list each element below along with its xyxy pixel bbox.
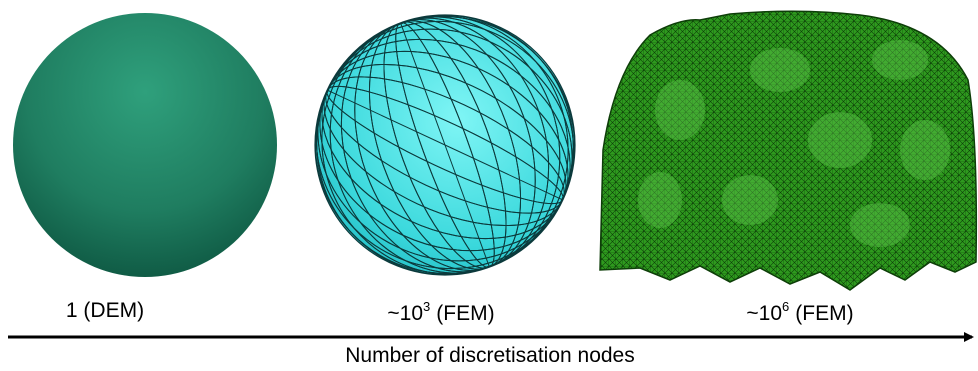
item-label: 1 (DEM) xyxy=(66,299,144,323)
item-label: ~103 (FEM) xyxy=(387,299,494,326)
label-suffix: (FEM) xyxy=(795,302,853,325)
item-label: ~106 (FEM) xyxy=(746,299,853,326)
dem-sphere xyxy=(13,13,277,277)
label-base: ~10 xyxy=(746,302,782,325)
label-exponent: 3 xyxy=(423,299,430,314)
label-exponent: 6 xyxy=(782,299,789,314)
label-suffix: (FEM) xyxy=(436,302,494,325)
axis-label: Number of discretisation nodes xyxy=(345,344,634,368)
label-base: ~10 xyxy=(387,302,423,325)
figure: 1 (DEM) ~103(FEM) ~106(FEM) Number of di… xyxy=(0,0,978,371)
